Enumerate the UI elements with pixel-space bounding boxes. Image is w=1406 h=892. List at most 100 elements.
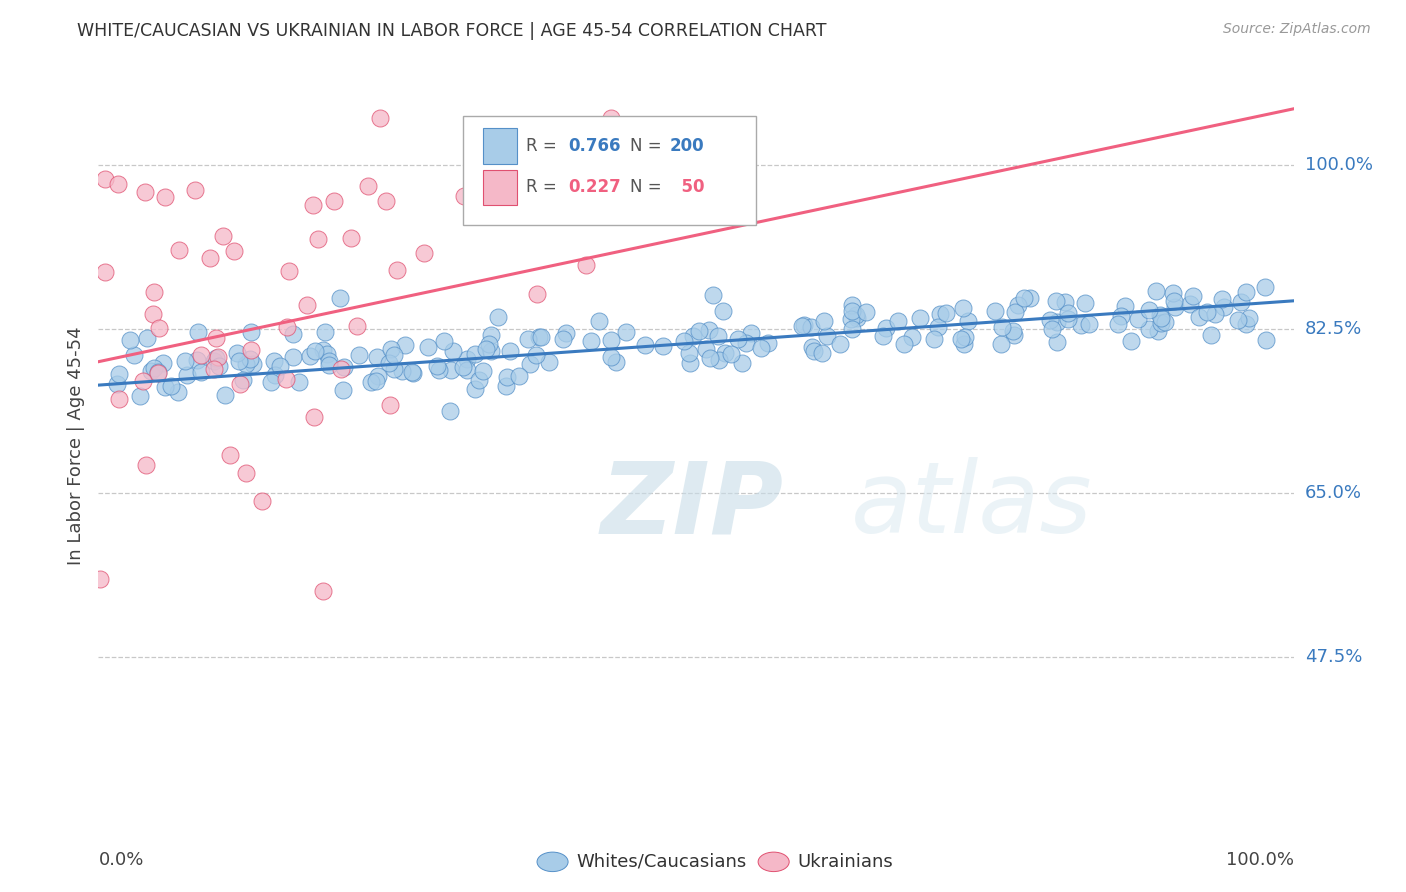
Point (709, 352, 731, 367)
Text: 100.0%: 100.0% (1305, 156, 1372, 174)
Point (329, 361, 352, 376)
Point (530, 330, 553, 344)
Point (207, 351, 229, 365)
Point (169, 243, 191, 257)
Point (269, 359, 291, 374)
Point (464, 382, 486, 396)
Point (208, 359, 231, 373)
Point (304, 409, 326, 424)
Point (495, 379, 517, 393)
Point (176, 368, 198, 383)
Point (368, 112, 391, 126)
Point (385, 263, 408, 277)
Point (1150, 316, 1173, 330)
Point (439, 404, 461, 418)
Text: 50: 50 (669, 178, 704, 196)
Point (1039, 313, 1062, 327)
Point (1150, 311, 1173, 326)
Point (1230, 295, 1253, 310)
Point (900, 330, 922, 344)
Point (553, 332, 575, 346)
Point (811, 345, 834, 359)
Point (377, 356, 399, 370)
Point (456, 362, 478, 376)
Point (526, 287, 548, 301)
Point (139, 364, 162, 378)
Point (679, 356, 702, 370)
Point (793, 318, 815, 332)
Point (928, 307, 950, 321)
Point (949, 332, 972, 346)
Point (731, 356, 754, 370)
Point (347, 347, 370, 361)
Point (1107, 317, 1129, 331)
Point (695, 343, 717, 357)
Point (1226, 313, 1249, 327)
Point (1163, 285, 1185, 300)
Point (318, 354, 340, 368)
Point (1012, 291, 1035, 305)
Point (142, 361, 165, 376)
Point (1054, 295, 1077, 310)
Text: Whites/Caucasians: Whites/Caucasians (576, 853, 747, 871)
Point (346, 319, 368, 334)
Point (953, 337, 976, 351)
Point (1126, 311, 1149, 326)
Point (1147, 324, 1170, 338)
Point (575, 258, 598, 272)
Point (908, 311, 931, 326)
FancyBboxPatch shape (484, 128, 517, 164)
Point (380, 343, 402, 357)
Point (433, 334, 456, 349)
Point (456, 352, 478, 367)
Point (304, 343, 326, 358)
Point (274, 372, 297, 386)
Text: 0.227: 0.227 (568, 178, 621, 196)
FancyBboxPatch shape (463, 116, 756, 225)
Point (1144, 284, 1167, 298)
Point (1149, 308, 1171, 322)
Point (846, 311, 869, 326)
Point (1109, 310, 1132, 324)
Point (756, 336, 779, 351)
Point (302, 197, 325, 211)
Point (839, 312, 862, 326)
Point (813, 314, 835, 328)
Point (134, 185, 156, 199)
Point (740, 326, 762, 340)
Point (478, 337, 501, 351)
Point (1002, 328, 1025, 343)
Point (524, 348, 547, 362)
Point (496, 370, 519, 384)
Point (800, 340, 823, 354)
Point (1182, 289, 1205, 303)
Point (952, 301, 974, 315)
Point (1137, 303, 1160, 318)
Point (311, 584, 333, 599)
Text: N =: N = (630, 178, 666, 196)
Text: 82.5%: 82.5% (1305, 320, 1362, 338)
Point (202, 361, 225, 376)
Text: R =: R = (526, 178, 562, 196)
Point (614, 325, 637, 339)
Point (131, 375, 153, 389)
Point (453, 189, 475, 203)
Point (225, 346, 247, 360)
Point (186, 352, 208, 367)
Point (800, 319, 823, 334)
Point (508, 368, 530, 383)
Point (672, 334, 695, 348)
Point (152, 356, 174, 370)
Point (212, 228, 235, 243)
Point (281, 326, 304, 341)
Text: 0.766: 0.766 (568, 137, 620, 155)
Point (318, 359, 340, 373)
Point (278, 263, 301, 277)
Point (148, 321, 170, 335)
Point (143, 285, 166, 300)
Point (297, 298, 319, 312)
FancyBboxPatch shape (484, 169, 517, 205)
Point (749, 341, 772, 355)
Text: 0.0%: 0.0% (98, 851, 143, 869)
Point (600, 112, 623, 126)
